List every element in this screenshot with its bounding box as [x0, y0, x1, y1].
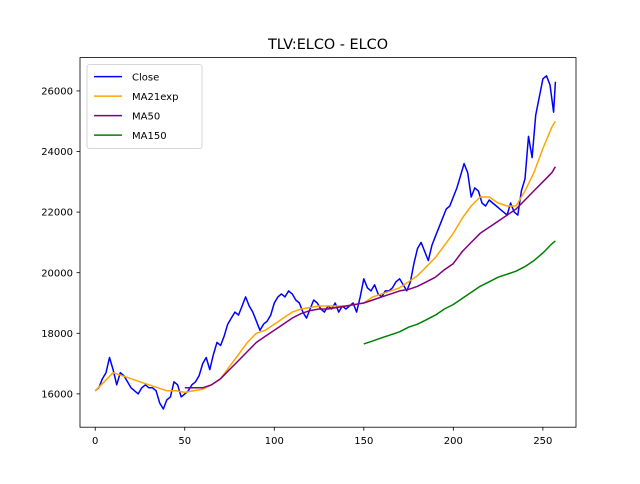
chart-title: TLV:ELCO - ELCO — [267, 37, 388, 53]
y-tick-label: 22000 — [41, 208, 73, 219]
x-tick-label: 250 — [533, 436, 552, 447]
legend-label-close: Close — [132, 73, 159, 84]
legend-label-ma21exp: MA21exp — [132, 92, 178, 103]
y-tick-label: 16000 — [41, 389, 73, 400]
y-axis: 16000 18000 20000 22000 24000 26000 — [41, 87, 80, 400]
y-tick-label: 24000 — [41, 147, 73, 158]
series-layer — [94, 75, 557, 410]
series-line-ma21exp — [94, 120, 557, 394]
legend: Close MA21exp MA50 MA150 — [86, 64, 203, 149]
y-tick-label: 18000 — [41, 329, 73, 340]
legend-box — [86, 64, 203, 149]
series-line-ma150 — [363, 240, 556, 345]
legend-label-ma50: MA50 — [132, 112, 160, 123]
legend-label-ma150: MA150 — [132, 131, 167, 142]
x-tick-label: 100 — [265, 436, 284, 447]
x-tick-label: 0 — [92, 436, 98, 447]
x-tick-label: 200 — [444, 436, 463, 447]
x-tick-label: 50 — [178, 436, 191, 447]
y-tick-label: 20000 — [41, 268, 73, 279]
x-tick-label: 150 — [354, 436, 373, 447]
x-axis: 0 50 100 150 200 250 — [92, 427, 552, 447]
y-tick-label: 26000 — [41, 87, 73, 98]
plot-frame — [79, 57, 577, 428]
series-line-ma50 — [184, 166, 557, 389]
